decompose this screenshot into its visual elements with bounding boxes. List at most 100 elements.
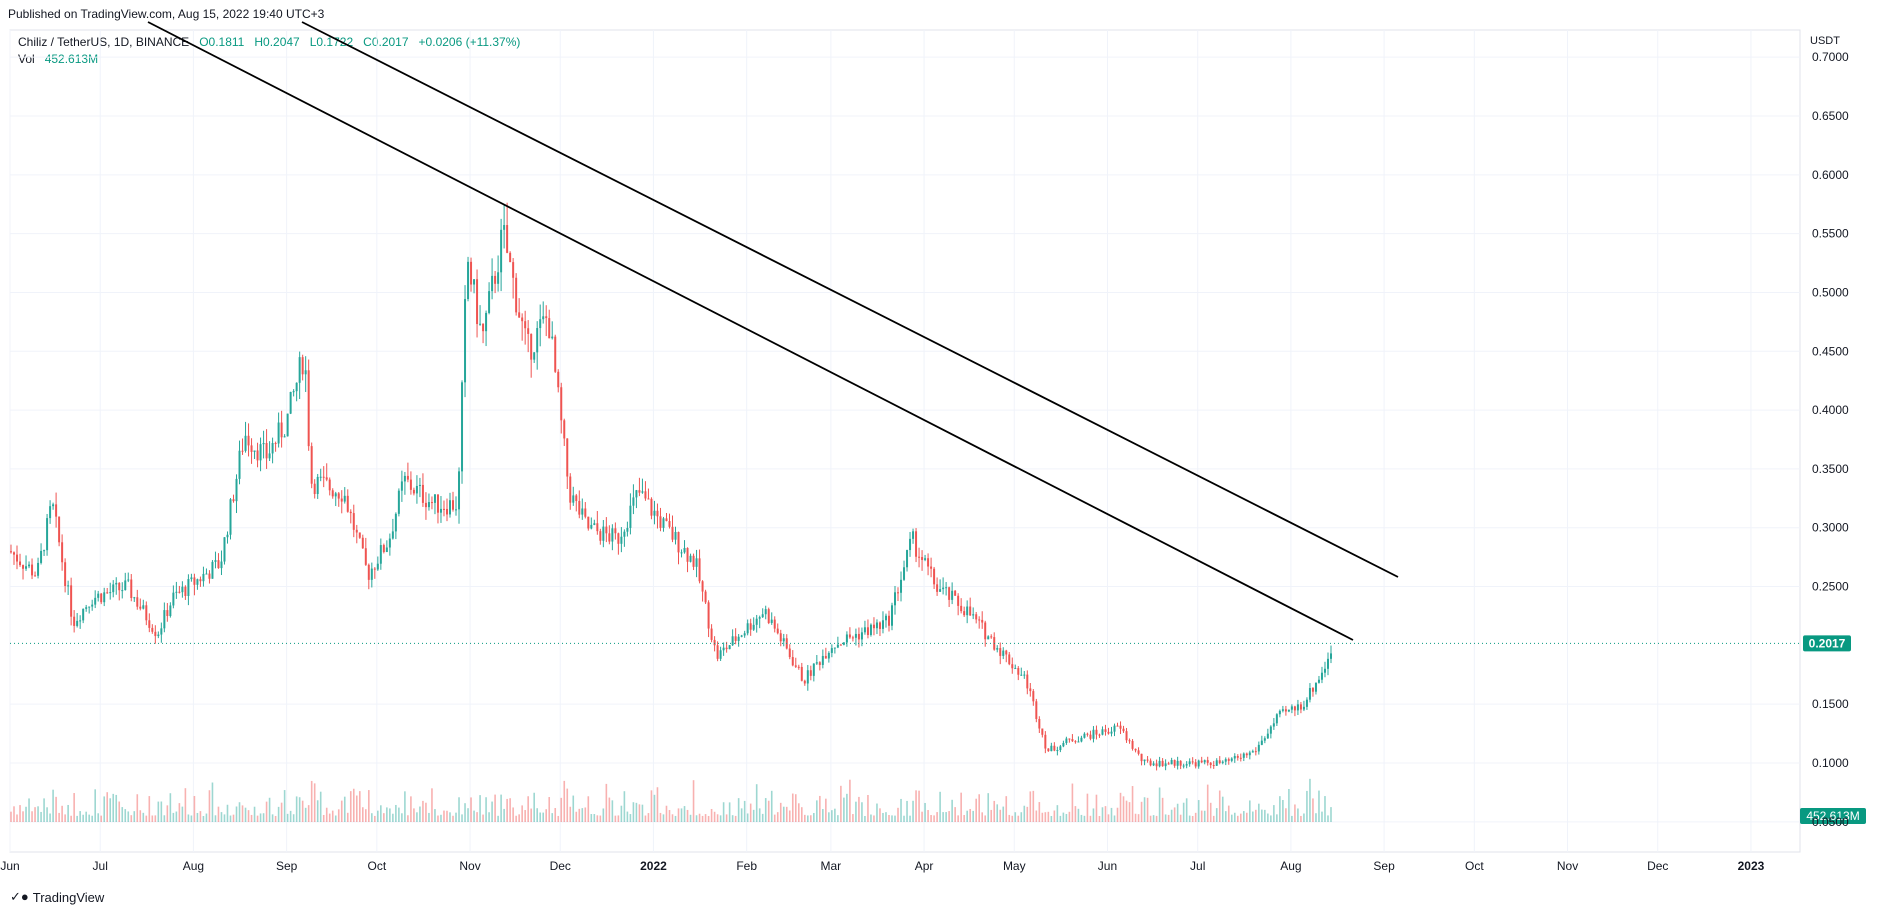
candle-body (587, 516, 590, 529)
candle-body (854, 633, 857, 638)
footer-brand[interactable]: ✓● TradingView (10, 889, 104, 905)
candle-body (602, 526, 605, 541)
candle-body (394, 513, 397, 532)
symbol-legend: Chiliz / TetherUS, 1D, BINANCE O0.1811 H… (18, 35, 520, 49)
volume-bar (422, 800, 424, 822)
volume-bar (807, 815, 809, 822)
candle-body (1146, 759, 1149, 761)
volume-bar (1113, 815, 1116, 822)
candle-body (322, 476, 325, 478)
x-tick-label: Jul (1190, 859, 1205, 873)
volume-bar (683, 806, 686, 822)
y-tick-label: 0.3500 (1812, 462, 1849, 476)
candle-body (1206, 760, 1209, 763)
volume-bar (458, 797, 460, 822)
volume-bar (1221, 796, 1224, 822)
candle-body (274, 443, 277, 445)
candle-body (202, 573, 205, 582)
candle-body (596, 523, 599, 532)
volume-bar (340, 800, 343, 822)
candle-body (64, 562, 67, 586)
candle-body (253, 450, 256, 452)
volume-bar (1242, 811, 1245, 822)
candle-body (969, 606, 972, 616)
volume-bar (1056, 805, 1059, 822)
candle-body (638, 490, 641, 493)
x-tick-label: Dec (1647, 859, 1668, 873)
candle-body (728, 645, 731, 650)
volume-bar (238, 802, 241, 822)
volume-bar (464, 803, 466, 822)
candle-body (448, 500, 451, 515)
candle-body (1263, 738, 1266, 741)
volume-bar (235, 806, 238, 822)
x-tick-label: Oct (367, 859, 386, 873)
volume-bar (849, 779, 851, 822)
volume-bar (1098, 815, 1101, 822)
candle-body (415, 485, 418, 494)
candle-body (794, 665, 797, 667)
volume-bar (587, 796, 590, 822)
volume-bar (1047, 811, 1050, 822)
volume-bar (870, 814, 872, 822)
candle-body (644, 491, 647, 499)
volume-bar (861, 802, 863, 822)
y-tick-label: 0.6500 (1812, 109, 1849, 123)
volume-bar (924, 802, 926, 822)
volume-bar (244, 807, 247, 822)
candle-body (641, 491, 644, 493)
candle-body (912, 531, 915, 539)
candle-body (476, 279, 479, 325)
x-tick-label: Jun (0, 859, 19, 873)
candle-body (214, 560, 217, 562)
candle-body (127, 579, 130, 581)
candle-body (148, 620, 151, 628)
candle-body (674, 532, 677, 540)
candle-body (1041, 728, 1044, 735)
candle-body (1218, 760, 1221, 763)
volume-bar (1020, 812, 1023, 822)
volume-bar (28, 798, 30, 822)
volume-bar (608, 797, 611, 822)
volume-label[interactable]: Vol (18, 52, 35, 66)
volume-bar (951, 799, 953, 822)
candle-body (1098, 734, 1101, 736)
volume-bar (1176, 803, 1179, 822)
candle-body (268, 453, 271, 459)
symbol-name[interactable]: Chiliz / TetherUS, 1D, BINANCE (18, 35, 190, 49)
volume-bar (431, 788, 433, 822)
candle-body (175, 591, 178, 593)
candle-body (881, 620, 884, 629)
published-banner: Published on TradingView.com, Aug 15, 20… (8, 7, 325, 21)
volume-bar (1107, 814, 1110, 822)
candle-body (1299, 704, 1302, 710)
low-value: L0.1722 (309, 35, 354, 49)
candle-body (509, 252, 512, 263)
volume-bar (434, 809, 436, 822)
candle-body (1278, 710, 1281, 715)
volume-bar (797, 803, 800, 822)
volume-bar (707, 815, 710, 822)
candle-body (1245, 753, 1248, 756)
candle-body (1236, 756, 1239, 758)
volume-bar (220, 812, 223, 822)
candle-body (954, 590, 957, 596)
volume-legend: Vol 452.613M (18, 52, 98, 66)
volume-bar (428, 812, 430, 822)
volume-bar (668, 810, 671, 822)
candle-body (560, 387, 563, 421)
volume-bar (488, 812, 490, 822)
volume-bar (491, 801, 493, 822)
volume-bar (990, 809, 993, 822)
candle-body (839, 644, 842, 646)
candle-body (22, 565, 25, 569)
candle-body (232, 499, 235, 502)
candle-body (1113, 725, 1116, 732)
volume-bar (542, 812, 545, 822)
volume-bar (1173, 807, 1176, 822)
volume-bar (247, 810, 250, 822)
volume-bar (993, 800, 996, 822)
volume-bar (1249, 800, 1251, 822)
volume-bar (659, 812, 662, 822)
